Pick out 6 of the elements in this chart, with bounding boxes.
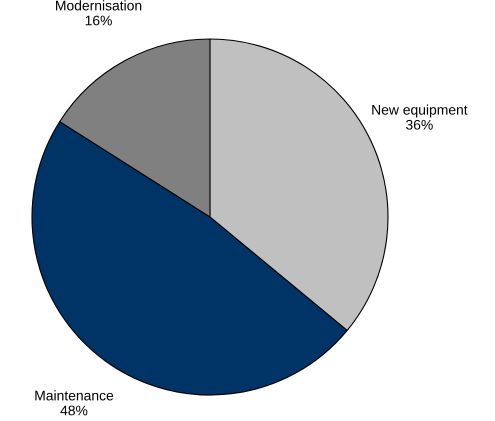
slice-label: Modernisation [56, 0, 142, 10]
data-label: 48% [60, 406, 88, 416]
slice-label: New equipment [372, 104, 468, 118]
data-label: 16% [86, 16, 112, 26]
slice-label: Maintenance [35, 390, 114, 400]
data-label: 36% [406, 120, 433, 130]
